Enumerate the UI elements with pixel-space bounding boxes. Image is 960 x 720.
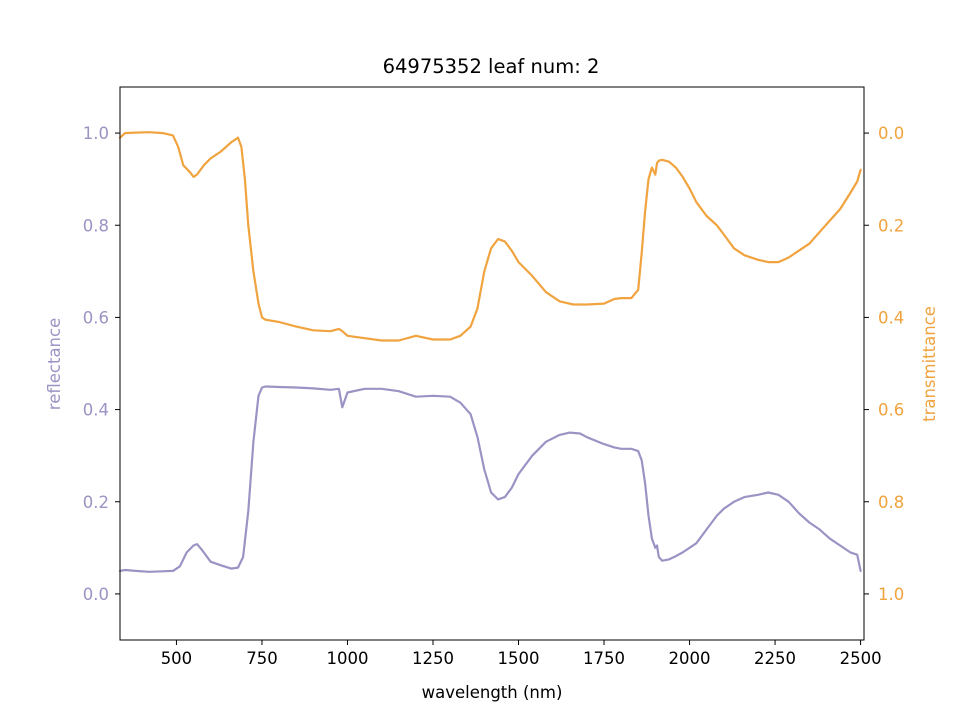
x-tick-label: 2250 [754,649,796,668]
y2-tick-label: 1.0 [878,585,904,604]
y-tick-label: 0.0 [83,585,109,604]
x-tick-label: 1000 [326,649,368,668]
plot-lines [118,131,862,573]
y-axis-label: reflectance [45,318,64,410]
x-tick-label: 500 [161,649,193,668]
y-tick-label: 0.8 [83,216,109,235]
y-axis-right: 0.0 0.2 0.4 0.6 0.8 1.0 [864,124,904,604]
y2-tick-label: 0.6 [878,401,904,420]
plot-frame [119,86,865,641]
transmittance-line [118,131,862,342]
y2-tick-label: 0.8 [878,493,904,512]
reflectance-line [118,385,862,573]
x-axis: 500 750 1000 1250 1500 1750 2000 2250 2500 [161,640,882,668]
x-tick-label: 1250 [412,649,454,668]
y2-tick-label: 0.4 [878,308,904,327]
y-tick-label: 1.0 [83,124,109,143]
x-tick-label: 2000 [669,649,711,668]
x-tick-label: 1750 [583,649,625,668]
y-axis-left: 0.0 0.2 0.4 0.6 0.8 1.0 [83,124,120,604]
y2-tick-label: 0.2 [878,216,904,235]
y-tick-label: 0.4 [83,401,109,420]
y-tick-label: 0.2 [83,493,109,512]
y-tick-label: 0.6 [83,308,109,327]
x-tick-label: 750 [246,649,278,668]
x-tick-label: 2500 [840,649,882,668]
x-tick-label: 1500 [498,649,540,668]
y2-tick-label: 0.0 [878,124,904,143]
chart-title: 64975352 leaf num: 2 [383,55,600,78]
y2-axis-label: transmittance [920,306,939,422]
x-axis-label: wavelength (nm) [422,683,563,702]
